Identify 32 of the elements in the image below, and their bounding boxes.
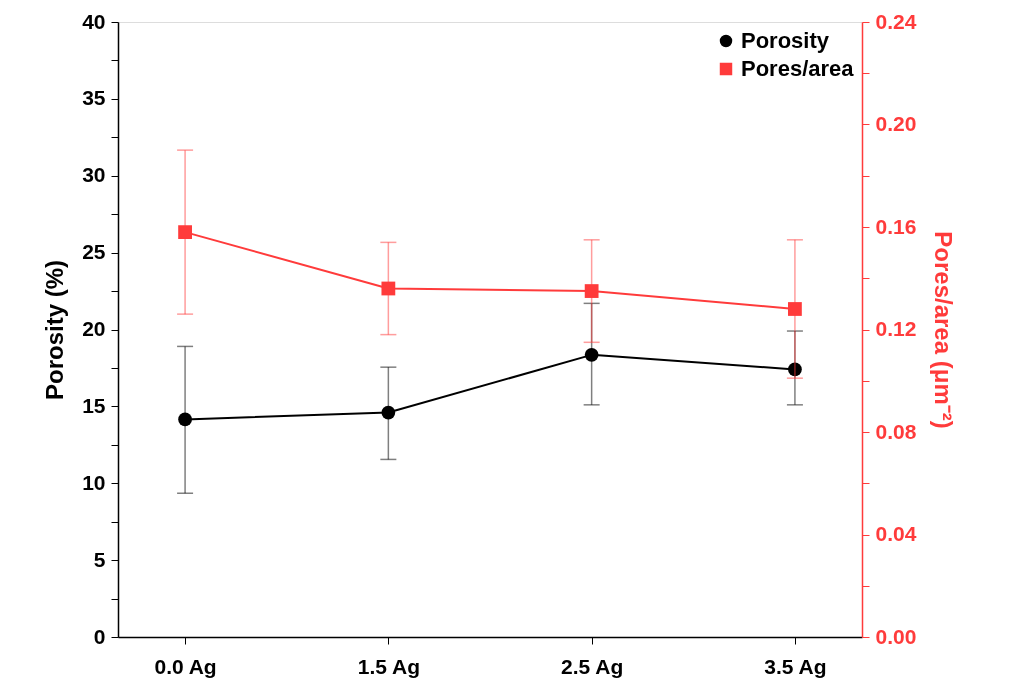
- point: [788, 362, 802, 377]
- y2-tick-label: 0.12: [875, 317, 917, 340]
- x-tick-label: 1.5 Ag: [357, 654, 420, 678]
- y2-tick-label: 0.04: [875, 522, 917, 545]
- point: [381, 281, 396, 296]
- y-tick-label: 35: [82, 86, 106, 110]
- x-tick-label: 0.0 Ag: [154, 654, 217, 678]
- y2-tick-label: 0.16: [875, 214, 917, 238]
- y-tick-label: 20: [82, 317, 106, 340]
- point: [178, 225, 192, 240]
- y2-tick-label: 0.08: [875, 419, 917, 443]
- y-tick-label: 30: [82, 163, 106, 187]
- y2-tick-label: 0.24: [875, 9, 917, 33]
- point: [178, 412, 192, 427]
- legend-label: Porosity: [741, 28, 830, 53]
- y2-tick-label: 0.20: [875, 112, 917, 135]
- point: [788, 302, 802, 316]
- y-tick-label: 0: [93, 624, 106, 648]
- x-tick-label: 2.5 Ag: [561, 654, 624, 678]
- x-tick-label: 3.5 Ag: [764, 654, 827, 678]
- y-tick-label: 15: [82, 393, 106, 417]
- point: [381, 405, 396, 420]
- y-tick-label: 10: [82, 470, 106, 494]
- y-axis-title: Porosity (%): [41, 259, 69, 401]
- y2-tick-label: 0.00: [875, 624, 917, 648]
- point: [584, 284, 599, 298]
- y-tick-label: 25: [82, 240, 106, 264]
- y-tick-label: 5: [93, 547, 106, 571]
- y2-axis-title: Pores/area (μm⁻²): [930, 231, 958, 429]
- y-tick-label: 40: [82, 9, 106, 33]
- point: [584, 347, 599, 362]
- legend-label: Pores/area: [741, 56, 855, 81]
